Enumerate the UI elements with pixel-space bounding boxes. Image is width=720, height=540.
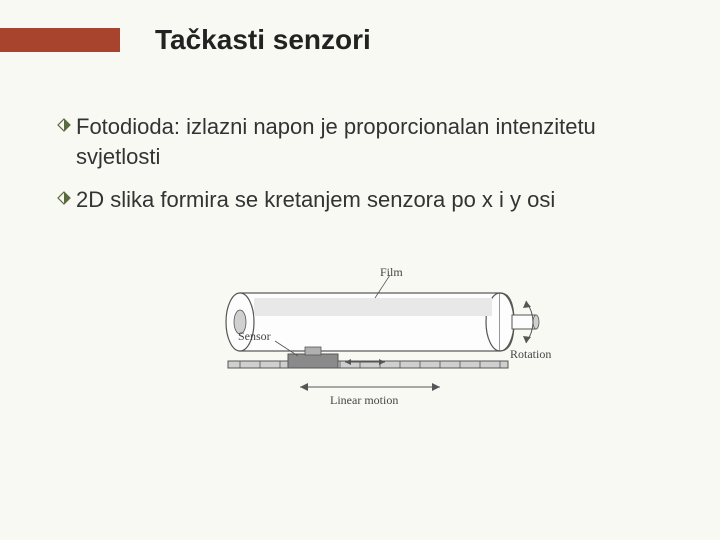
film-label: Film	[380, 265, 403, 280]
drum-diagram: Film Sensor Rotation Linear motion	[180, 265, 560, 425]
bullet-marker-icon	[56, 187, 72, 211]
bullet-item: Fotodioda: izlazni napon je proporcional…	[56, 112, 680, 171]
bullet-text: 2D slika formira se kretanjem senzora po…	[76, 185, 680, 215]
sensor-label: Sensor	[238, 329, 271, 344]
bullet-list: Fotodioda: izlazni napon je proporcional…	[56, 112, 680, 229]
bullet-item: 2D slika formira se kretanjem senzora po…	[56, 185, 680, 215]
slide-title: Tačkasti senzori	[155, 24, 371, 56]
accent-bar	[0, 28, 120, 52]
bullet-marker-icon	[56, 114, 72, 138]
linear-motion-label: Linear motion	[330, 393, 398, 408]
rotation-label: Rotation	[510, 347, 551, 362]
bullet-text: Fotodioda: izlazni napon je proporcional…	[76, 112, 680, 171]
